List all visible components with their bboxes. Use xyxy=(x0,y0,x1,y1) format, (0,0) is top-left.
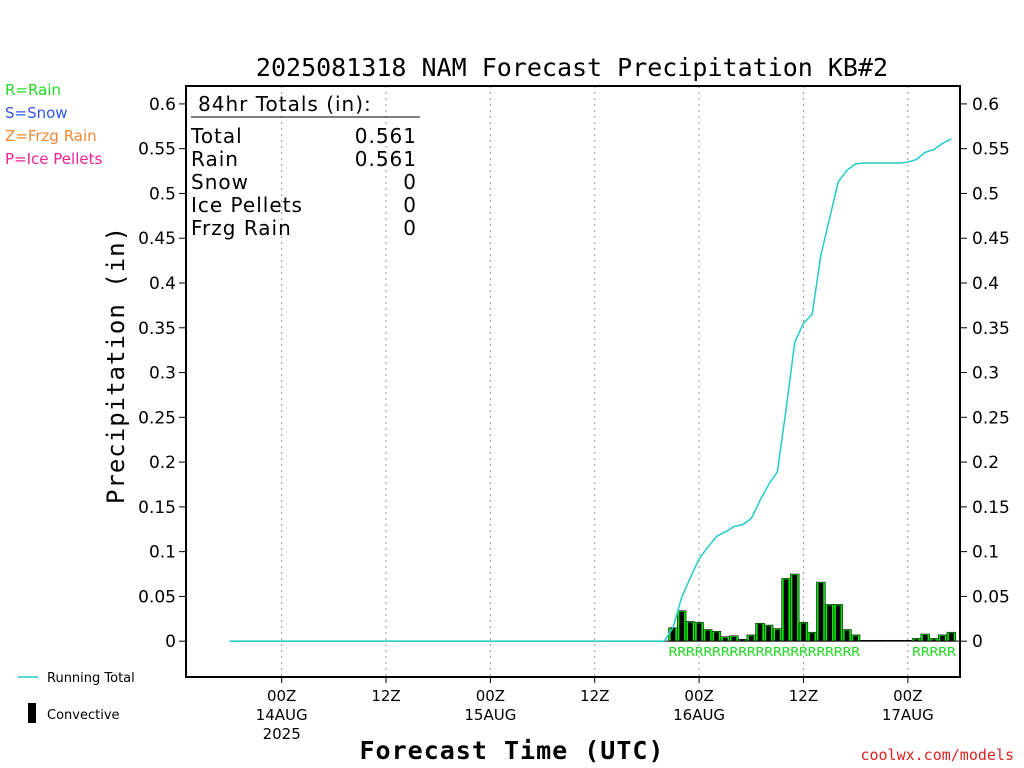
legend-rain: R=Rain xyxy=(5,81,61,99)
y-tick-label-left: 0.35 xyxy=(138,319,176,339)
x-axis-label: Forecast Time (UTC) xyxy=(360,736,665,765)
convective-bar xyxy=(809,633,815,642)
y-tick-label-right: 0.05 xyxy=(972,587,1010,607)
convective-bar xyxy=(748,635,754,642)
convective-bar xyxy=(731,636,737,642)
convective-bar xyxy=(696,623,702,642)
convective-bar xyxy=(853,635,859,642)
totals-box: 84hr Totals (in): Total 0.561 Rain 0.561… xyxy=(190,92,420,240)
y-tick-label-right: 0.15 xyxy=(972,498,1010,518)
x-tick-label: 00Z xyxy=(476,687,505,705)
totals-label-frzg-rain: Frzg Rain xyxy=(191,216,292,240)
totals-value-rain: 0.561 xyxy=(355,147,417,171)
x-tick-label: 00Z xyxy=(684,687,713,705)
convective-bar xyxy=(818,582,824,642)
x-tick-sublabel: 17AUG xyxy=(882,706,934,724)
ptype-letters: RRRRR xyxy=(912,645,956,659)
plot-frame xyxy=(185,85,961,678)
convective-bar xyxy=(714,632,719,642)
convective-bar xyxy=(705,630,711,642)
y-tick-label-right: 0.55 xyxy=(972,140,1010,160)
series-legend: Running Total Convective xyxy=(18,671,135,723)
convective-bar xyxy=(670,627,676,642)
convective-bar xyxy=(740,639,745,642)
y-tick-label-left: 0.4 xyxy=(149,274,176,294)
totals-label-total: Total xyxy=(190,124,243,148)
x-tick-sublabel: 16AUG xyxy=(673,706,725,724)
y-tick-label-left: 0 xyxy=(165,632,176,652)
convective-bar xyxy=(801,623,806,642)
totals-header: 84hr Totals (in): xyxy=(198,92,372,116)
x-tick-label: 12Z xyxy=(789,687,818,705)
convective-bar xyxy=(766,625,772,642)
y-tick-label-left: 0.5 xyxy=(149,184,176,204)
convective-bar xyxy=(757,624,763,642)
ptype-legend: R=Rain S=Snow Z=Frzg Rain P=Ice Pellets xyxy=(5,81,102,168)
y-tick-label-right: 0.45 xyxy=(972,229,1010,249)
legend-ice-pellets: P=Ice Pellets xyxy=(5,150,102,168)
convective-bar xyxy=(722,637,728,642)
x-tick-sublabel: 15AUG xyxy=(464,706,516,724)
gridlines xyxy=(281,86,909,677)
y-axis-label: Precipitation (in) xyxy=(102,226,130,504)
x-tick-sublabel: 2025 xyxy=(263,725,301,743)
ptype-letters: RRRRRRRRRRRRRRRRRRRRRR xyxy=(669,645,861,659)
totals-label-rain: Rain xyxy=(191,147,239,171)
convective-bar xyxy=(679,611,685,642)
y-tick-label-right: 0.35 xyxy=(972,319,1010,339)
x-tick-label: 00Z xyxy=(267,687,296,705)
y-tick-label-left: 0.25 xyxy=(138,408,176,428)
totals-value-frzg-rain: 0 xyxy=(403,216,417,240)
y-tick-label-right: 0.4 xyxy=(972,274,999,294)
y-tick-label-left: 0.3 xyxy=(149,364,176,384)
convective-bar xyxy=(844,630,850,642)
y-tick-label-left: 0.15 xyxy=(138,498,176,518)
convective-bar xyxy=(688,622,693,642)
convective-bar xyxy=(914,639,919,642)
legend-snow: S=Snow xyxy=(5,104,68,122)
y-tick-label-left: 0.6 xyxy=(149,95,176,115)
y-tick-label-right: 0.5 xyxy=(972,184,999,204)
y-tick-label-right: 0.1 xyxy=(972,543,999,563)
running-total-line xyxy=(229,138,952,642)
convective-bar xyxy=(940,635,945,642)
running-total-legend-label: Running Total xyxy=(47,671,135,686)
totals-label-ice-pellets: Ice Pellets xyxy=(191,193,303,217)
convective-bar xyxy=(948,633,954,642)
x-tick-label: 12Z xyxy=(580,687,609,705)
y-tick-label-right: 0.2 xyxy=(972,453,999,473)
y-tick-label-right: 0.3 xyxy=(972,364,999,384)
x-tick-label: 00Z xyxy=(893,687,922,705)
convective-swatch xyxy=(28,703,36,723)
x-tick-sublabel: 14AUG xyxy=(256,706,308,724)
convective-bar xyxy=(922,634,928,642)
y-tick-label-right: 0 xyxy=(972,632,983,652)
totals-value-total: 0.561 xyxy=(355,124,417,148)
chart-title: 2025081318 NAM Forecast Precipitation KB… xyxy=(256,53,888,82)
convective-bar xyxy=(835,605,841,642)
convective-bar xyxy=(792,574,798,642)
x-tick-label: 12Z xyxy=(371,687,400,705)
convective-bar xyxy=(783,579,789,642)
y-tick-label-left: 0.55 xyxy=(138,140,176,160)
y-tick-label-left: 0.45 xyxy=(138,229,176,249)
convective-bar xyxy=(827,605,832,642)
convective-bar xyxy=(774,629,780,642)
convective-legend-label: Convective xyxy=(47,708,120,723)
y-tick-label-left: 0.05 xyxy=(138,587,176,607)
running-total-line-group xyxy=(229,138,952,642)
totals-value-snow: 0 xyxy=(403,170,417,194)
credit-link[interactable]: coolwx.com/models xyxy=(860,746,1014,764)
y-tick-label-right: 0.25 xyxy=(972,408,1010,428)
y-tick-label-right: 0.6 xyxy=(972,95,999,115)
legend-frzg-rain: Z=Frzg Rain xyxy=(5,127,97,145)
totals-label-snow: Snow xyxy=(191,170,249,194)
convective-bar xyxy=(931,639,937,642)
ptype-labels: RRRRRRRRRRRRRRRRRRRRRR RRRRR xyxy=(669,645,957,659)
y-tick-label-left: 0.1 xyxy=(149,543,176,563)
y-tick-label-left: 0.2 xyxy=(149,453,176,473)
totals-value-ice-pellets: 0 xyxy=(403,193,417,217)
